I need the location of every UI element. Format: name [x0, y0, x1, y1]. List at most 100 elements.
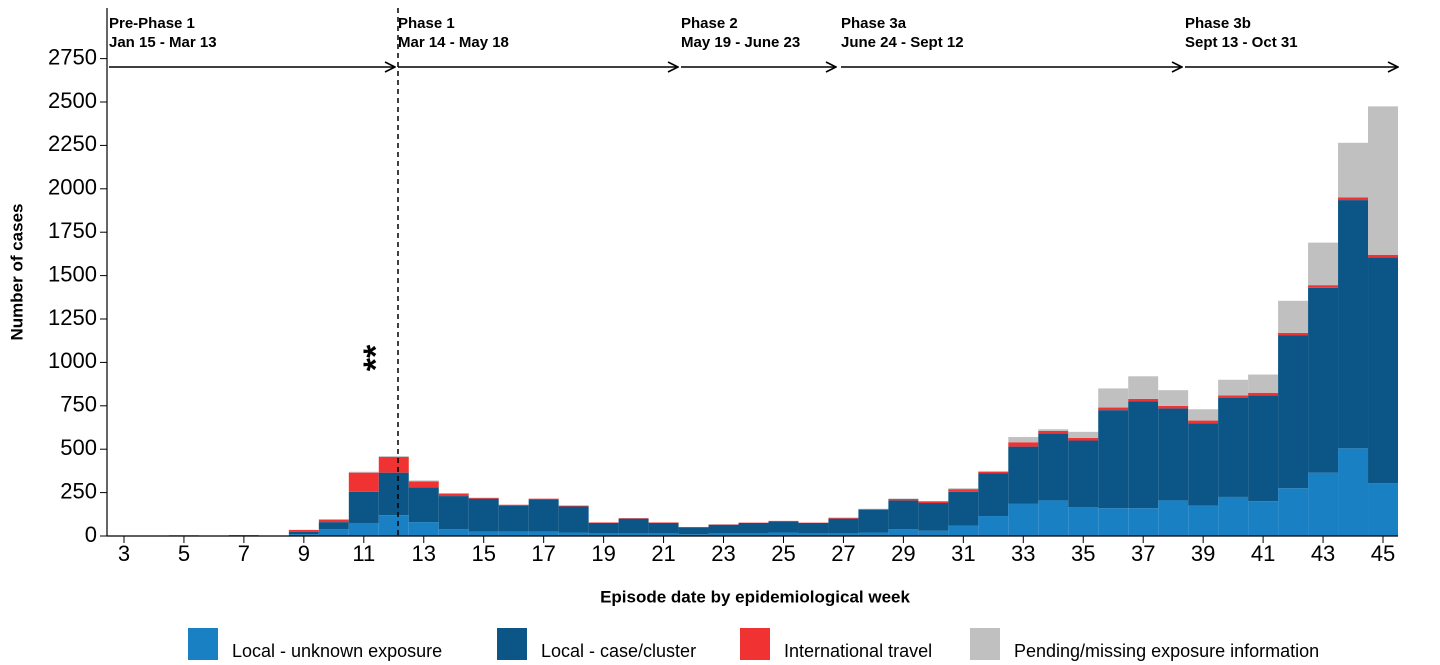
y-tick-label: 0: [85, 522, 97, 547]
bar-segment: [1098, 508, 1129, 536]
bar-segment: [1038, 429, 1069, 431]
bar-segment: [1038, 430, 1069, 434]
bar-segment: [468, 531, 499, 536]
x-tick-label: 3: [118, 541, 130, 566]
bar-segment: [708, 524, 739, 534]
legend-swatch: [970, 628, 1000, 660]
bar-segment: [1128, 398, 1159, 402]
y-tick-label: 2500: [48, 88, 97, 113]
phase-dates: Jan 15 - Mar 13: [109, 34, 217, 51]
x-tick-label: 27: [831, 541, 855, 566]
x-tick-label: 7: [238, 541, 250, 566]
bar-segment: [558, 506, 589, 533]
bar-segment: [438, 493, 469, 497]
bar-segment: [1158, 405, 1189, 409]
bar-segment: [768, 532, 799, 536]
bar-segment: [1068, 507, 1099, 536]
bar-segment: [978, 470, 1009, 472]
bar-segment: [828, 533, 859, 536]
bar-segment: [678, 534, 709, 536]
bar-segment: [1158, 408, 1189, 501]
bar-segment: [408, 487, 439, 523]
y-tick-label: 500: [60, 435, 97, 460]
bar-segment: [708, 533, 739, 536]
bar-segment: [1098, 407, 1129, 411]
bar-segment: [1338, 448, 1369, 536]
bar-segment: [978, 516, 1009, 536]
x-tick-label: 25: [771, 541, 795, 566]
bar-segment: [1248, 392, 1279, 396]
x-axis-title: Episode date by epidemiological week: [600, 587, 910, 606]
bar-segment: [1068, 431, 1099, 438]
bar-segment: [348, 472, 379, 492]
bar-segment: [1188, 420, 1219, 424]
bar-segment: [558, 505, 589, 507]
bar-segment: [1248, 395, 1279, 502]
bar-segment: [648, 522, 679, 523]
bar-segment: [1278, 300, 1309, 333]
bar-segment: [948, 489, 979, 492]
bar-segment: [1008, 503, 1039, 536]
bar-segment: [1308, 287, 1339, 473]
y-tick-label: 1250: [48, 305, 97, 330]
phase-name: Phase 3a: [841, 15, 907, 32]
bar-segment: [378, 457, 409, 473]
legend-label: Pending/missing exposure information: [1014, 641, 1319, 661]
x-tick-label: 39: [1191, 541, 1215, 566]
bar-segment: [1038, 500, 1069, 536]
phase-dates: June 24 - Sept 12: [841, 34, 964, 51]
bar-segment: [1338, 200, 1369, 449]
x-tick-label: 41: [1251, 541, 1275, 566]
phase-name: Phase 3b: [1185, 15, 1251, 32]
x-tick-label: 23: [711, 541, 735, 566]
bar-segment: [1128, 508, 1159, 536]
bar-segment: [858, 509, 889, 510]
bar-segment: [1158, 390, 1189, 406]
bar-segment: [1308, 242, 1339, 286]
bar-segment: [618, 533, 649, 536]
bar-segment: [1368, 254, 1398, 258]
x-tick-label: 11: [352, 541, 375, 566]
bar-segment: [918, 530, 949, 536]
bar-segment: [318, 522, 349, 530]
bar-segment: [1368, 257, 1398, 484]
y-tick-label: 750: [60, 392, 97, 417]
phase-dates: Mar 14 - May 18: [398, 34, 509, 51]
bar-segment: [1248, 374, 1279, 393]
x-tick-label: 35: [1071, 541, 1095, 566]
bar-segment: [318, 529, 349, 536]
bar-segment: [918, 501, 949, 504]
y-tick-label: 1500: [48, 261, 97, 286]
x-tick-label: 13: [412, 541, 436, 566]
bar-segment: [468, 497, 499, 499]
bar-segment: [678, 527, 709, 535]
y-tick-label: 1750: [48, 218, 97, 243]
bar-segment: [798, 522, 829, 534]
bar-segment: [408, 522, 439, 536]
bar-segment: [1278, 332, 1309, 336]
x-tick-label: 29: [891, 541, 915, 566]
bar-segment: [1248, 501, 1279, 536]
y-tick-label: 2750: [48, 44, 97, 69]
bar-segment: [1308, 285, 1339, 288]
bar-segment: [1338, 142, 1369, 198]
bar-segment: [858, 532, 889, 536]
bar-segment: [858, 509, 889, 533]
bar-segment: [468, 498, 499, 532]
bar-segment: [978, 471, 1009, 474]
bar-segment: [978, 473, 1009, 517]
bar-segment: [768, 521, 799, 533]
x-tick-label: 37: [1131, 541, 1155, 566]
y-tick-label: 250: [60, 478, 97, 503]
bar-segment: [378, 472, 409, 516]
y-axis-title: Number of cases: [7, 204, 26, 341]
bar-segment: [378, 456, 409, 458]
x-tick-label: 31: [951, 541, 975, 566]
bar-segment: [348, 522, 379, 536]
bar-segment: [498, 531, 529, 536]
bar-segment: [1158, 500, 1189, 536]
bar-segment: [738, 522, 769, 534]
bar-segment: [348, 471, 379, 473]
bar-segment: [1188, 505, 1219, 536]
bar-segment: [798, 533, 829, 536]
